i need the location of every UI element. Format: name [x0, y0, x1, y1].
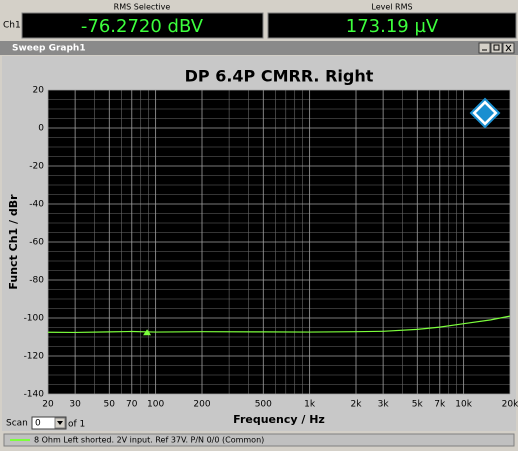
- x-tick-label: 3k: [378, 400, 390, 410]
- readout-value: -76.2720 dBV: [81, 16, 204, 37]
- icon: [505, 44, 512, 52]
- readout-value: 173.19 µV: [346, 16, 439, 37]
- minimize-button[interactable]: [478, 42, 491, 54]
- y-tick-label: -60: [29, 238, 44, 248]
- y-tick-label: -80: [29, 276, 44, 286]
- series-line: [47, 315, 511, 334]
- channel-label: Ch1: [3, 21, 21, 31]
- x-tick-label: 30: [69, 400, 81, 410]
- x-axis-label: Frequency / Hz: [233, 413, 325, 426]
- x-tick-label: 5k: [412, 400, 424, 410]
- y-tick-label: 0: [38, 124, 44, 134]
- x-tick-label: 1k: [304, 400, 316, 410]
- logo-diamond: [476, 104, 494, 122]
- legend-label: 8 Ohm Left shorted. 2V input. Ref 37V. P…: [34, 436, 264, 445]
- readout-box: [267, 12, 517, 39]
- chart-title: DP 6.4P CMRR. Right: [185, 67, 374, 86]
- y-tick-label: -40: [29, 200, 44, 210]
- x-tick-label: 20: [42, 400, 54, 410]
- scan-value: 0: [35, 419, 41, 429]
- x-tick-label: 100: [147, 400, 164, 410]
- scan-of: of 1: [68, 420, 85, 430]
- icon: [493, 44, 500, 51]
- legend-bar: [3, 433, 515, 447]
- icon: [57, 421, 63, 425]
- scan-label: Scan: [6, 419, 28, 429]
- y-tick-label: -120: [24, 352, 45, 362]
- title-bar: [0, 41, 518, 55]
- plot: [47, 89, 511, 395]
- maximize-button[interactable]: [490, 42, 503, 54]
- y-tick-label: -20: [29, 162, 44, 172]
- x-tick-label: 20k: [502, 400, 518, 410]
- x-tick-label: 7k: [434, 400, 446, 410]
- x-tick-label: 70: [126, 400, 138, 410]
- window-title: Sweep Graph1: [12, 44, 86, 54]
- readout-label: Level RMS: [371, 3, 412, 12]
- x-tick-label: 200: [193, 400, 210, 410]
- x-tick-label: 50: [104, 400, 116, 410]
- legend: 8 Ohm Left shorted. 2V input. Ref 37V. P…: [10, 436, 264, 445]
- y-tick-label: 20: [33, 86, 45, 96]
- cursor-marker: [143, 329, 152, 336]
- x-tick-label: 500: [255, 400, 272, 410]
- y-tick-label: -100: [24, 314, 45, 324]
- readout-box: [21, 12, 264, 39]
- x-tick-label: 2k: [351, 400, 363, 410]
- readout-label: RMS Selective: [114, 3, 171, 12]
- y-axis-label: Funct Ch1 / dBr: [7, 194, 20, 290]
- logo: [469, 97, 501, 129]
- x-tick-label: 10k: [455, 400, 472, 410]
- y-tick-label: -140: [24, 390, 45, 400]
